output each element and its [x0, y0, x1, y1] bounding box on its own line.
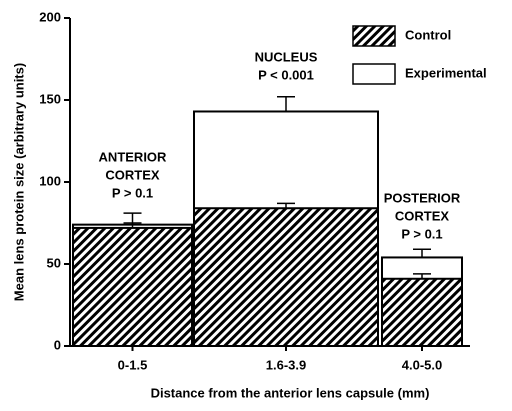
annotation: P > 0.1: [401, 226, 442, 241]
annotation: ANTERIOR: [99, 149, 168, 164]
y-tick-label: 0: [54, 337, 61, 352]
annotation: CORTEX: [395, 208, 450, 223]
bar: [193, 207, 379, 347]
legend-swatch: [352, 25, 396, 47]
annotation: NUCLEUS: [255, 49, 318, 64]
annotation: P > 0.1: [112, 185, 153, 200]
y-axis-label: Mean lens protein size (arbitrary units): [11, 63, 26, 301]
x-tick-label: 4.0-5.0: [402, 357, 442, 372]
error-bar: [413, 273, 431, 279]
error-bar: [123, 222, 142, 228]
error-bar: [277, 202, 295, 209]
x-tick-label: 0-1.5: [118, 357, 148, 372]
error-bar: [413, 248, 431, 258]
annotation: CORTEX: [105, 167, 160, 182]
x-axis-label: Distance from the anterior lens capsule …: [151, 385, 430, 400]
legend-swatch: [352, 63, 396, 85]
bar: [381, 277, 463, 348]
error-bar: [277, 95, 295, 112]
y-tick-label: 150: [39, 91, 61, 106]
y-tick-label: 200: [39, 9, 61, 24]
y-tick-label: 100: [39, 173, 61, 188]
legend-label: Experimental: [405, 65, 487, 80]
x-tick-label: 1.6-3.9: [266, 357, 306, 372]
annotation: POSTERIOR: [384, 190, 461, 205]
y-tick-label: 50: [47, 255, 61, 270]
annotation: P < 0.001: [258, 67, 314, 82]
bar: [72, 226, 193, 347]
legend-label: Control: [405, 27, 451, 42]
